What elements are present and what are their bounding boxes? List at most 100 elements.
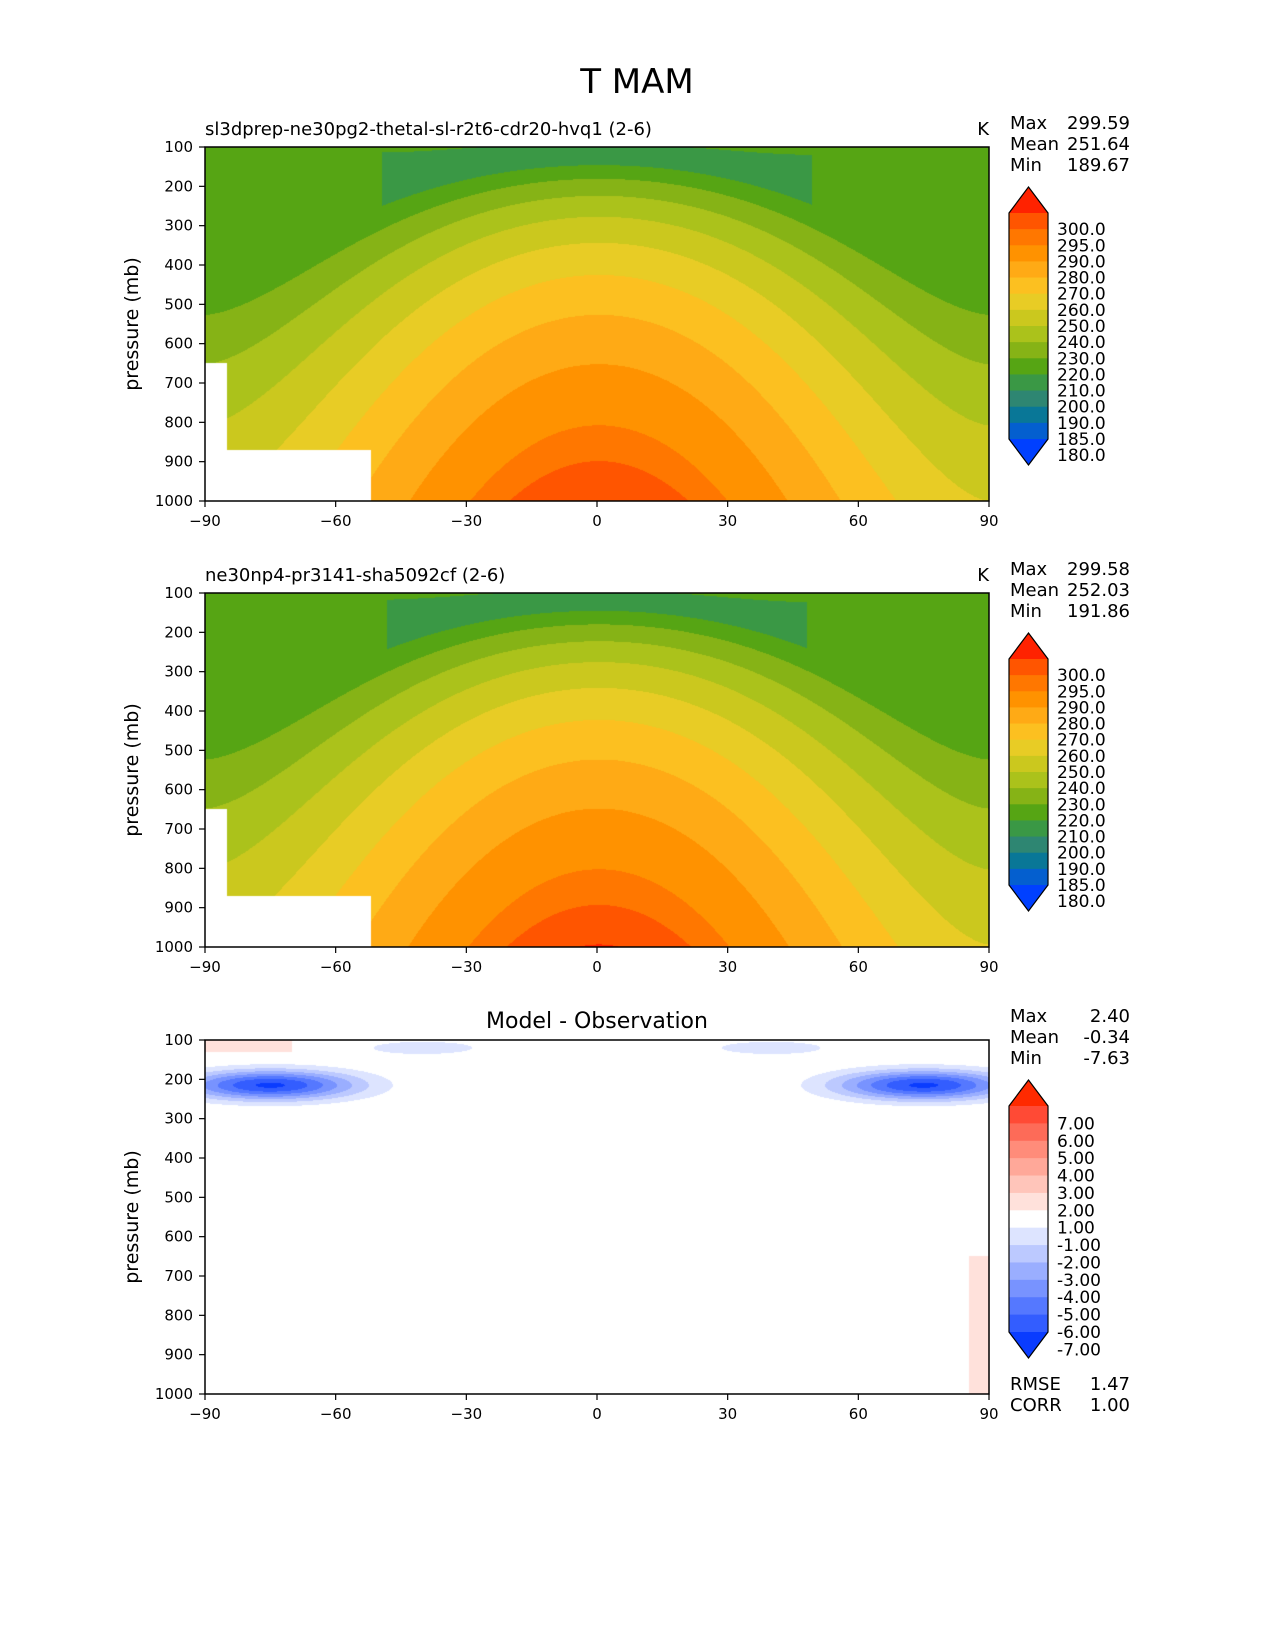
x-tick-label: 0 bbox=[592, 512, 602, 530]
field-contour-image bbox=[205, 593, 989, 947]
colorbar-label: 180.0 bbox=[1057, 446, 1106, 466]
panel-title: Model - Observation bbox=[486, 1009, 708, 1034]
colorbar-label: 300.0 bbox=[1057, 666, 1106, 686]
colorbar-box bbox=[1009, 820, 1048, 838]
colorbar-cap-bottom bbox=[1009, 885, 1048, 911]
y-tick-label: 1000 bbox=[155, 492, 193, 510]
x-tick-label: 90 bbox=[979, 512, 998, 530]
colorbar-label: -4.00 bbox=[1057, 1288, 1101, 1308]
colorbar-box bbox=[1009, 723, 1048, 741]
colorbar-label: 3.00 bbox=[1057, 1184, 1095, 1204]
y-tick-label: 500 bbox=[164, 1188, 193, 1206]
y-tick-label: 200 bbox=[164, 623, 193, 641]
colorbar-label: 290.0 bbox=[1057, 252, 1106, 272]
stat-value: 252.03 bbox=[1067, 580, 1130, 601]
colorbar-cap-bottom bbox=[1009, 1332, 1048, 1358]
y-tick-label: 700 bbox=[164, 820, 193, 838]
colorbar-label: -5.00 bbox=[1057, 1306, 1101, 1326]
x-tick-label: 30 bbox=[718, 1405, 737, 1423]
x-tick-label: 90 bbox=[979, 958, 998, 976]
colorbar-box bbox=[1009, 852, 1048, 870]
colorbar-label: -2.00 bbox=[1057, 1253, 1101, 1273]
y-tick-label: 600 bbox=[164, 1228, 193, 1246]
colorbar-label: 260.0 bbox=[1057, 301, 1106, 321]
field-contour-image bbox=[205, 147, 989, 501]
y-tick-label: 100 bbox=[164, 138, 193, 156]
x-tick-label: −90 bbox=[189, 512, 221, 530]
y-tick-label: 600 bbox=[164, 335, 193, 353]
panels: sl3dprep-ne30pg2-thetal-sl-r2t6-cdr20-hv… bbox=[121, 113, 1130, 1423]
colorbar-label: 230.0 bbox=[1057, 795, 1106, 815]
colorbar-label: 280.0 bbox=[1057, 269, 1106, 289]
x-tick-label: 30 bbox=[718, 958, 737, 976]
panel-1: sl3dprep-ne30pg2-thetal-sl-r2t6-cdr20-hv… bbox=[121, 113, 1130, 530]
colorbar-box bbox=[1009, 788, 1048, 805]
colorbar-box bbox=[1009, 309, 1048, 327]
colorbar-label: 190.0 bbox=[1057, 414, 1106, 434]
diff-stat-value: 1.00 bbox=[1090, 1395, 1130, 1416]
colorbar-label: 220.0 bbox=[1057, 811, 1106, 831]
y-tick-label: 500 bbox=[164, 295, 193, 313]
colorbar-box bbox=[1009, 1210, 1048, 1229]
colorbar-label: 210.0 bbox=[1057, 382, 1106, 402]
colorbar-label: 290.0 bbox=[1057, 698, 1106, 718]
colorbar-box bbox=[1009, 229, 1048, 246]
y-tick-label: 700 bbox=[164, 1267, 193, 1285]
colorbar-box bbox=[1009, 374, 1048, 392]
x-tick-label: −30 bbox=[451, 1405, 483, 1423]
x-tick-label: 60 bbox=[849, 958, 868, 976]
colorbar-outline bbox=[1008, 1079, 1049, 1359]
stat-label: Max bbox=[1010, 113, 1048, 134]
colorbar-label: 240.0 bbox=[1057, 333, 1106, 353]
x-tick-label: −60 bbox=[320, 512, 352, 530]
y-axis-label: pressure (mb) bbox=[121, 257, 143, 391]
colorbar-label: 270.0 bbox=[1057, 731, 1106, 751]
diff-stat-value: 1.47 bbox=[1090, 1374, 1130, 1395]
colorbar-label: -6.00 bbox=[1057, 1323, 1101, 1343]
x-tick-label: 0 bbox=[592, 1405, 602, 1423]
colorbar-box bbox=[1009, 1245, 1048, 1263]
colorbar-label: 7.00 bbox=[1057, 1114, 1095, 1134]
x-tick-label: −90 bbox=[189, 1405, 221, 1423]
field-contour-image bbox=[205, 1040, 989, 1394]
colorbar-box bbox=[1009, 675, 1048, 692]
colorbar-cap-top bbox=[1009, 633, 1048, 659]
colorbar-label: 200.0 bbox=[1057, 844, 1106, 864]
colorbar-box bbox=[1009, 1140, 1048, 1159]
y-tick-label: 200 bbox=[164, 1070, 193, 1088]
panel-title: sl3dprep-ne30pg2-thetal-sl-r2t6-cdr20-hv… bbox=[205, 119, 652, 140]
panel-3: Model - Observation pressure (mb) 100 200 30… bbox=[121, 1006, 1130, 1423]
colorbar-cap-bottom bbox=[1009, 439, 1048, 465]
y-tick-label: 300 bbox=[164, 1110, 193, 1128]
y-axis-label: pressure (mb) bbox=[121, 1150, 143, 1284]
colorbar-box bbox=[1009, 326, 1048, 343]
y-tick-label: 900 bbox=[164, 453, 193, 471]
y-tick-label: 1000 bbox=[155, 938, 193, 956]
x-tick-label: 30 bbox=[718, 512, 737, 530]
stat-label: Max bbox=[1010, 1006, 1048, 1027]
colorbar-box bbox=[1009, 868, 1048, 886]
colorbar-label: 295.0 bbox=[1057, 682, 1106, 702]
panel-2: ne30np4-pr3141-sha5092cf (2-6) Kpressure … bbox=[121, 559, 1130, 976]
y-tick-label: 800 bbox=[164, 413, 193, 431]
colorbar-label: 295.0 bbox=[1057, 236, 1106, 256]
units-label: K bbox=[977, 119, 990, 140]
y-tick-label: 400 bbox=[164, 1149, 193, 1167]
colorbar-box bbox=[1009, 1227, 1048, 1246]
y-tick-label: 100 bbox=[164, 584, 193, 602]
colorbar-label: 260.0 bbox=[1057, 747, 1106, 767]
y-tick-label: 100 bbox=[164, 1031, 193, 1049]
stat-value: 251.64 bbox=[1067, 134, 1130, 155]
stat-value: 189.67 bbox=[1067, 155, 1130, 176]
y-tick-label: 900 bbox=[164, 899, 193, 917]
colorbar: 300.0295.0290.0280.0270.0260.0250.0240.0… bbox=[1008, 186, 1106, 466]
colorbar-box bbox=[1009, 1262, 1048, 1281]
y-tick-label: 500 bbox=[164, 741, 193, 759]
colorbar-label: -3.00 bbox=[1057, 1271, 1101, 1291]
y-tick-label: 400 bbox=[164, 256, 193, 274]
colorbar-box bbox=[1009, 1106, 1048, 1124]
x-tick-label: 90 bbox=[979, 1405, 998, 1423]
stat-value: -0.34 bbox=[1083, 1027, 1130, 1048]
colorbar-label: 185.0 bbox=[1057, 876, 1106, 896]
colorbar-box bbox=[1009, 1279, 1048, 1298]
